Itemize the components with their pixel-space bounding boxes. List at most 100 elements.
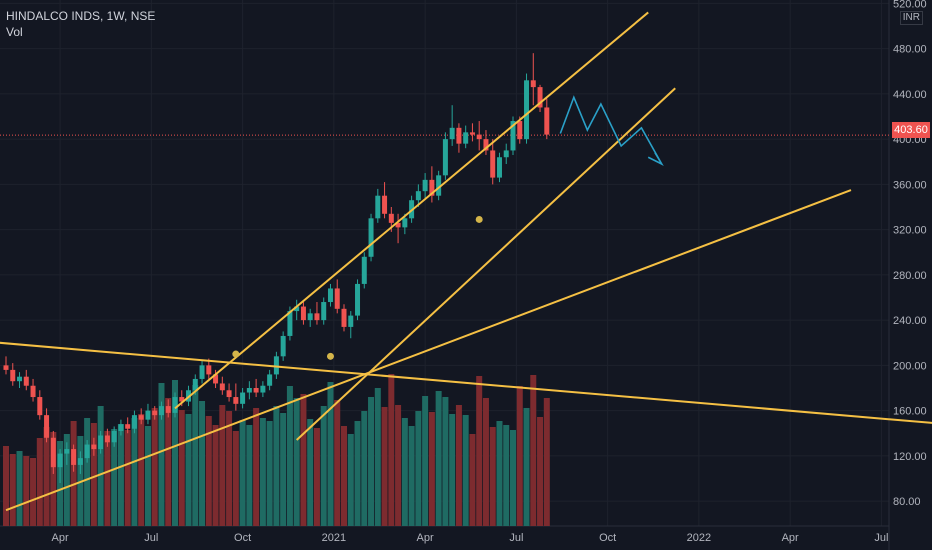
candle-body xyxy=(172,397,178,413)
volume-label[interactable]: Vol xyxy=(6,25,23,39)
last-price-badge: 403.60 xyxy=(892,122,930,138)
volume-bar xyxy=(97,406,104,526)
x-tick-label: Apr xyxy=(417,532,434,544)
x-tick-label: Jul xyxy=(874,532,888,544)
volume-bar xyxy=(395,405,402,526)
candle-body xyxy=(273,356,279,375)
volume-bar xyxy=(442,397,449,526)
volume-bar xyxy=(104,431,111,526)
trend-line xyxy=(174,11,649,410)
volume-bar xyxy=(239,420,246,526)
volume-bar xyxy=(219,405,226,526)
candle-body xyxy=(145,410,151,420)
candle-body xyxy=(388,213,394,223)
volume-bar xyxy=(408,426,415,526)
volume-bar xyxy=(327,382,334,526)
candle-body xyxy=(422,179,428,192)
candle-body xyxy=(355,283,361,316)
volume-bar xyxy=(530,375,537,526)
volume-bar xyxy=(178,410,185,526)
volume-bar xyxy=(226,411,233,526)
candle-body xyxy=(348,315,354,327)
event-marker xyxy=(475,215,483,223)
candle-body xyxy=(125,424,131,429)
volume-bar xyxy=(415,411,422,526)
volume-bar xyxy=(334,400,341,526)
volume-bar xyxy=(266,421,273,526)
y-tick-label: 480.00 xyxy=(893,44,927,56)
volume-bar xyxy=(192,385,199,526)
volume-bar xyxy=(428,412,435,526)
candle-body xyxy=(3,365,9,370)
volume-bar xyxy=(111,429,118,526)
candle-body xyxy=(158,406,164,416)
candle-body xyxy=(314,313,320,321)
y-tick-label: 280.00 xyxy=(893,270,927,282)
volume-bar xyxy=(43,427,50,526)
candle-body xyxy=(71,449,77,465)
candle-body xyxy=(544,107,550,135)
y-tick-label: 160.00 xyxy=(893,406,927,418)
volume-bar xyxy=(368,397,375,526)
volume-bar xyxy=(510,430,516,526)
candle-body xyxy=(307,313,313,321)
candle-body xyxy=(321,302,327,321)
symbol-title[interactable]: HINDALCO INDS, 1W, NSE xyxy=(6,9,156,23)
volume-bar xyxy=(286,386,293,526)
x-tick-label: Oct xyxy=(599,532,616,544)
candle-body xyxy=(300,306,306,321)
volume-bar xyxy=(84,418,91,526)
volume-bar xyxy=(212,425,219,526)
volume-bar xyxy=(280,413,287,526)
candle-body xyxy=(537,87,543,108)
y-tick-label: 120.00 xyxy=(893,451,927,463)
candle-body xyxy=(280,335,286,357)
volume-bar xyxy=(516,386,523,526)
volume-bar xyxy=(232,431,239,526)
y-tick-label: 200.00 xyxy=(893,360,927,372)
candle-body xyxy=(213,374,219,384)
candle-body xyxy=(327,288,333,303)
volume-bar xyxy=(313,428,320,526)
candle-body xyxy=(436,175,442,196)
y-tick-label: 80.00 xyxy=(893,496,921,508)
volume-bar xyxy=(36,438,43,526)
candle-body xyxy=(476,134,482,140)
volume-bar xyxy=(124,430,131,526)
y-tick-label: 520.00 xyxy=(893,0,927,10)
candle-body xyxy=(415,191,421,201)
volume-bar xyxy=(70,421,77,526)
volume-bar xyxy=(482,398,489,526)
candle-body xyxy=(37,397,43,416)
candle-body xyxy=(395,222,401,228)
x-tick-label: Jul xyxy=(509,532,523,544)
volume-bar xyxy=(259,418,266,526)
projection-path xyxy=(559,95,664,166)
currency-label[interactable]: INR xyxy=(899,11,923,25)
volume-bar xyxy=(401,418,408,526)
candle-body xyxy=(179,397,185,402)
volume-bar xyxy=(476,376,483,526)
y-tick-label: 320.00 xyxy=(893,225,927,237)
volume-bar xyxy=(455,405,462,526)
volume-bar xyxy=(131,418,138,526)
candle-body xyxy=(496,157,502,178)
volume-bar xyxy=(253,408,260,526)
volume-bar xyxy=(144,426,151,526)
candle-body xyxy=(192,378,198,391)
candle-body xyxy=(30,385,36,398)
candle-body xyxy=(226,390,232,398)
volume-bar xyxy=(151,408,158,526)
volume-bar xyxy=(300,394,307,526)
volume-bar xyxy=(172,380,178,526)
candle-body xyxy=(44,415,50,438)
volume-bar xyxy=(57,441,64,526)
candle-body xyxy=(530,80,536,88)
candle-body xyxy=(131,415,137,429)
x-tick-label: Apr xyxy=(782,532,799,544)
candle-body xyxy=(260,385,266,393)
y-tick-label: 440.00 xyxy=(893,89,927,101)
legend: HINDALCO INDS, 1W, NSE Vol xyxy=(6,8,155,40)
volume-bar xyxy=(63,434,70,526)
